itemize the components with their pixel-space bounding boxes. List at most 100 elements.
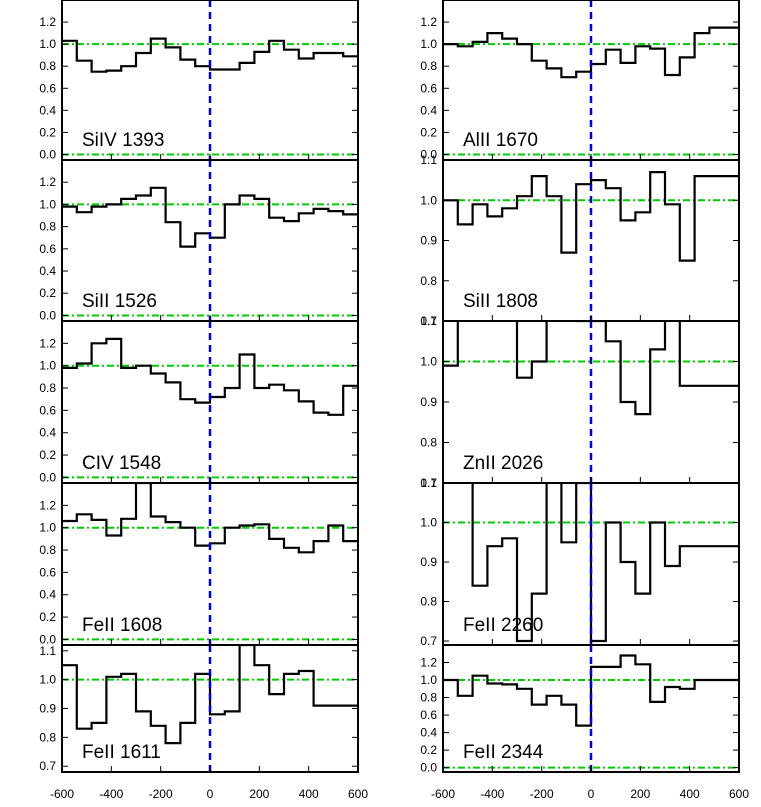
y-tick-label: 1.2 — [39, 336, 56, 350]
panel-civ-1548: 0.0 0.2 0.4 0.6 0.8 1.0 1.2 CIV 1548 — [39, 320, 359, 484]
x-tick-label: -600 — [431, 787, 455, 801]
y-tick-label: 0.0 — [39, 470, 56, 484]
y-tick-label: 0.4 — [39, 264, 56, 278]
y-tick-label: 1.0 — [420, 193, 437, 207]
ion-label: FeII 2344 — [463, 742, 544, 763]
spectrum-feii-1611 — [62, 645, 358, 745]
y-tick-label: 0.4 — [39, 426, 56, 440]
x-tick-label: 600 — [348, 787, 368, 801]
y-tick-label: 1.0 — [39, 37, 56, 51]
y-tick-label: 0.8 — [420, 436, 437, 450]
x-tick-label: -400 — [99, 787, 123, 801]
ion-label: FeII 1608 — [82, 615, 162, 636]
y-tick-label: 0.6 — [39, 403, 56, 417]
panel-feii-2344: 0.0 0.2 0.4 0.6 0.8 1.0 1.2 FeII 2344 — [420, 644, 740, 775]
y-tick-label: 0.2 — [420, 125, 437, 139]
y-tick-label: 0.0 — [39, 147, 56, 161]
x-tick-label: -400 — [480, 787, 504, 801]
panel-siii-1808: 0.7 0.8 0.9 1.0 1.1 SiII 1808 — [420, 153, 740, 328]
panel-siii-1526: 0.0 0.2 0.4 0.6 0.8 1.0 1.2 SiII 1526 — [39, 159, 359, 322]
spectrum-feii-2344 — [443, 654, 739, 727]
y-tick-label: 0.4 — [420, 726, 437, 740]
spectrum-feii-1608 — [62, 483, 358, 554]
panel-feii-1608: 0.0 0.2 0.4 0.6 0.8 1.0 1.2 FeII 1608 — [39, 482, 359, 646]
x-tick-label: 600 — [729, 787, 749, 801]
y-tick-label: 1.0 — [420, 355, 437, 369]
y-tick-label: 0.8 — [420, 274, 437, 288]
y-tick-label: 0.4 — [39, 588, 56, 602]
y-tick-label: 0.6 — [39, 565, 56, 579]
y-tick-label: 1.0 — [420, 673, 437, 687]
y-tick-label: 0.0 — [39, 632, 56, 646]
y-tick-label: 1.0 — [420, 516, 437, 530]
panel-znii-2026: 0.7 0.8 0.9 1.0 1.1 ZnII 2026 — [420, 314, 740, 490]
ion-label: SiII 1526 — [82, 291, 157, 312]
panel-siiv-1393: 0.0 0.2 0.4 0.6 0.8 1.0 1.2 SiIV 1393 — [39, 0, 359, 161]
y-tick-label: 0.2 — [39, 286, 56, 300]
y-tick-label: 1.2 — [39, 175, 56, 189]
ion-label: CIV 1548 — [82, 453, 161, 474]
y-tick-label: 1.1 — [420, 476, 437, 490]
y-tick-label: 0.6 — [39, 242, 56, 256]
y-tick-label: 0.6 — [420, 81, 437, 95]
panel-feii-1611: 0.7 0.8 0.9 1.0 1.1 FeII 1611 — [39, 644, 359, 773]
x-tick-label: -200 — [149, 787, 173, 801]
x-tick-label: 400 — [680, 787, 700, 801]
x-axis-right: -600 -400 -200 0 200 400 600 — [431, 787, 749, 801]
y-tick-label: 0.2 — [39, 448, 56, 462]
y-tick-label: 0.2 — [39, 610, 56, 624]
y-tick-label: 0.8 — [420, 595, 437, 609]
y-tick-label: 0.8 — [39, 381, 56, 395]
y-tick-label: 0.8 — [39, 220, 56, 234]
y-tick-label: 0.9 — [420, 234, 437, 248]
x-axis-left: -600 -400 -200 0 200 400 600 — [50, 787, 368, 801]
x-tick-label: 200 — [249, 787, 269, 801]
y-tick-label: 1.0 — [39, 673, 56, 687]
y-tick-label: 1.2 — [39, 15, 56, 29]
y-tick-label: 1.1 — [420, 153, 437, 167]
y-tick-label: 0.8 — [420, 691, 437, 705]
x-tick-label: 200 — [630, 787, 650, 801]
y-tick-label: 0.9 — [39, 702, 56, 716]
y-tick-label: 1.2 — [420, 656, 437, 670]
y-tick-label: 1.1 — [420, 314, 437, 328]
y-tick-label: 0.7 — [420, 476, 437, 490]
y-tick-label: 1.2 — [39, 498, 56, 512]
y-tick-label: 0.2 — [39, 125, 56, 139]
y-tick-label: 0.8 — [39, 59, 56, 73]
x-tick-label: 0 — [207, 787, 214, 801]
y-tick-label: 0.7 — [39, 759, 56, 773]
y-tick-label: 0.0 — [39, 308, 56, 322]
y-tick-label: 1.0 — [39, 521, 56, 535]
y-tick-label: 0.8 — [420, 59, 437, 73]
ion-label: SiII 1808 — [463, 291, 538, 312]
y-tick-label: 1.0 — [39, 197, 56, 211]
y-tick-label: 0.6 — [420, 708, 437, 722]
y-tick-label: 0.0 — [420, 761, 437, 775]
y-tick-label: 0.9 — [420, 395, 437, 409]
y-tick-label: 1.0 — [420, 37, 437, 51]
y-tick-label: 0.7 — [420, 314, 437, 328]
y-tick-label: 1.2 — [420, 15, 437, 29]
ion-label: AlII 1670 — [463, 130, 538, 151]
x-axes: -600 -400 -200 0 200 400 600 -600 -400 -200 0 200 40… — [50, 787, 749, 801]
y-tick-label: 0.0 — [420, 147, 437, 161]
panel-alii-1670: 0.0 0.2 0.4 0.6 0.8 1.0 1.2 AlII 1670 — [420, 0, 740, 161]
y-tick-label: 0.8 — [39, 730, 56, 744]
x-tick-label: 400 — [299, 787, 319, 801]
y-tick-label: 0.7 — [420, 634, 437, 648]
y-tick-label: 1.1 — [39, 644, 56, 658]
ion-label: FeII 1611 — [82, 742, 161, 763]
spectrum-alii-1670 — [443, 26, 739, 79]
spectrum-siiv-1393 — [62, 37, 358, 73]
spectrum-feii-2260 — [471, 483, 739, 643]
ion-label: ZnII 2026 — [463, 453, 543, 474]
y-tick-label: 0.4 — [39, 103, 56, 117]
panel-feii-2260: 0.7 0.8 0.9 1.0 1.1 FeII 2260 — [420, 476, 740, 648]
x-tick-label: -200 — [530, 787, 554, 801]
y-tick-label: 0.6 — [39, 81, 56, 95]
x-tick-label: 0 — [588, 787, 595, 801]
y-tick-label: 0.4 — [420, 103, 437, 117]
